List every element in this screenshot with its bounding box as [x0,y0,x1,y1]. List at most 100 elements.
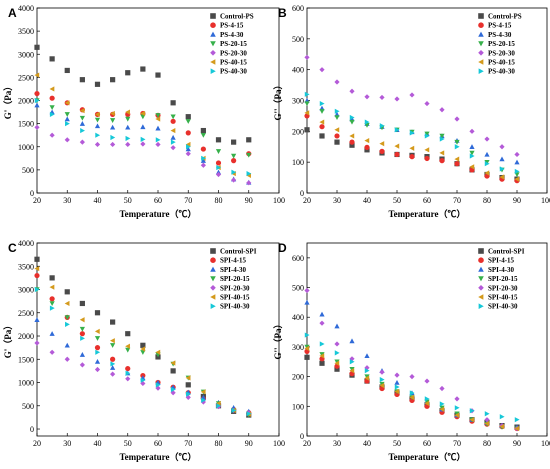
data-point [424,155,430,162]
data-point [49,111,55,117]
legend-label: Control-SPI [488,248,525,256]
data-point [79,115,85,121]
x-tick-label: 70 [184,196,192,205]
data-point [349,359,355,365]
x-tick-label: 20 [303,196,311,205]
data-point [49,296,55,302]
legend-label: SPI-20-15 [488,275,518,283]
legend-marker [210,22,216,29]
data-point [334,323,340,329]
data-point [334,108,340,114]
data-point [186,391,191,397]
series-ps-20-15 [304,101,520,178]
legend-label: SPI-40-15 [220,294,250,302]
data-point [349,88,355,94]
legend-label: SPI-40-30 [220,303,250,311]
data-point [349,338,355,344]
legend-label: SPI-20-30 [220,284,250,292]
data-point [319,100,325,107]
data-point [394,372,400,378]
data-point [155,125,161,131]
data-point [246,411,252,417]
data-point [140,350,146,355]
data-point [110,356,116,362]
data-point [65,121,70,127]
series-control-ps [34,44,252,145]
data-point [201,397,206,403]
data-point [319,320,325,326]
data-point [125,376,131,382]
data-point [319,341,325,347]
data-point [49,275,55,281]
data-point [170,114,176,120]
legend-marker [210,294,216,300]
series-ps-20-30 [34,124,252,186]
data-point [364,119,370,125]
y-tick-label: 3000 [18,50,34,59]
data-point [379,141,385,147]
data-point [155,141,161,148]
data-point [34,97,40,104]
data-point [394,151,400,158]
x-tick-label: 70 [184,439,192,448]
data-point [216,164,222,171]
x-tick-label: 90 [513,439,521,448]
data-point [304,110,310,116]
data-point [49,349,55,355]
y-tick-label: 300 [292,343,304,352]
series-ps-40-30 [34,97,252,177]
data-point [304,127,310,133]
data-point [79,362,85,368]
data-point [409,374,415,380]
data-point [231,169,237,175]
data-point [125,370,131,376]
y-tick-label: 500 [292,35,304,44]
data-point [79,326,85,332]
data-point [185,119,191,124]
y-axis-title: G'（Pa） [3,321,13,359]
legend-marker [478,13,484,19]
x-tick-label: 70 [453,196,461,205]
legend-label: PS-40-15 [220,59,247,67]
data-point [334,360,340,366]
data-point [125,135,131,142]
x-tick-label: 40 [94,439,102,448]
x-tick-label: 80 [215,196,223,205]
y-tick-label: 0 [300,189,304,198]
data-point [246,152,252,158]
data-point [155,113,161,118]
data-point [125,365,131,372]
x-axis-title: Temperature（℃） [120,209,197,219]
x-tick-label: 30 [63,439,71,448]
data-point [469,408,475,414]
data-point [499,423,505,430]
chart-panel-a: A20 30 40 50 60 70 80 90 10005001000150020002500… [3,4,285,219]
data-point [79,108,85,114]
data-point [424,100,430,107]
data-point [185,130,191,136]
data-point [64,100,70,106]
data-point [364,375,370,381]
data-point [140,141,146,147]
data-point [379,382,385,389]
data-point [110,118,116,123]
data-point [110,319,116,325]
legend-marker [478,22,484,29]
data-point [94,366,101,373]
data-point [379,376,385,383]
data-point [34,340,40,346]
legend-label: PS-20-15 [220,40,247,48]
data-point [200,158,206,163]
data-point [319,67,325,73]
data-point [334,139,340,145]
data-point [424,400,430,406]
y-tick-label: 200 [292,127,304,136]
data-point [454,116,460,122]
panel-letter: D [278,241,287,255]
data-point [215,149,222,154]
x-tick-label: 40 [94,196,102,205]
data-point [125,116,131,122]
data-point [49,331,55,336]
y-tick-label: 400 [292,313,304,322]
data-point [319,124,325,130]
